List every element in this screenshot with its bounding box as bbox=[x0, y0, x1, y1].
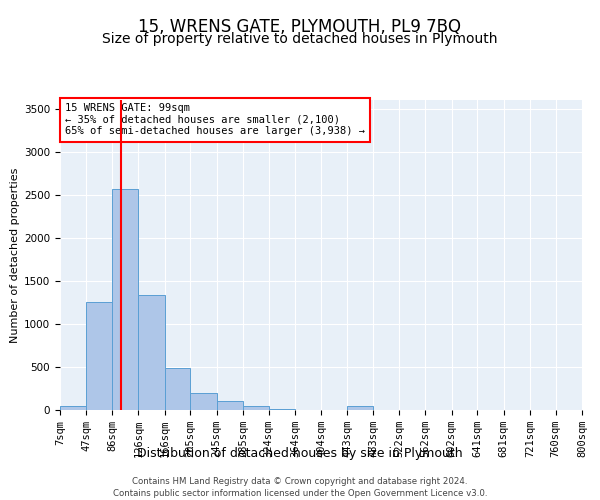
Bar bbox=[139, 296, 164, 410]
Bar bbox=[112, 188, 139, 410]
Bar bbox=[269, 408, 295, 410]
Bar bbox=[86, 302, 112, 410]
Bar bbox=[164, 368, 190, 410]
Y-axis label: Number of detached properties: Number of detached properties bbox=[10, 168, 20, 342]
Text: Size of property relative to detached houses in Plymouth: Size of property relative to detached ho… bbox=[102, 32, 498, 46]
Text: 15 WRENS GATE: 99sqm
← 35% of detached houses are smaller (2,100)
65% of semi-de: 15 WRENS GATE: 99sqm ← 35% of detached h… bbox=[65, 103, 365, 136]
Bar bbox=[190, 393, 217, 410]
Text: Contains public sector information licensed under the Open Government Licence v3: Contains public sector information licen… bbox=[113, 489, 487, 498]
Bar bbox=[347, 406, 373, 410]
Bar bbox=[243, 406, 269, 410]
Text: 15, WRENS GATE, PLYMOUTH, PL9 7BQ: 15, WRENS GATE, PLYMOUTH, PL9 7BQ bbox=[139, 18, 461, 36]
Text: Contains HM Land Registry data © Crown copyright and database right 2024.: Contains HM Land Registry data © Crown c… bbox=[132, 478, 468, 486]
Text: Distribution of detached houses by size in Plymouth: Distribution of detached houses by size … bbox=[137, 448, 463, 460]
Bar bbox=[217, 400, 243, 410]
Bar bbox=[60, 406, 86, 410]
